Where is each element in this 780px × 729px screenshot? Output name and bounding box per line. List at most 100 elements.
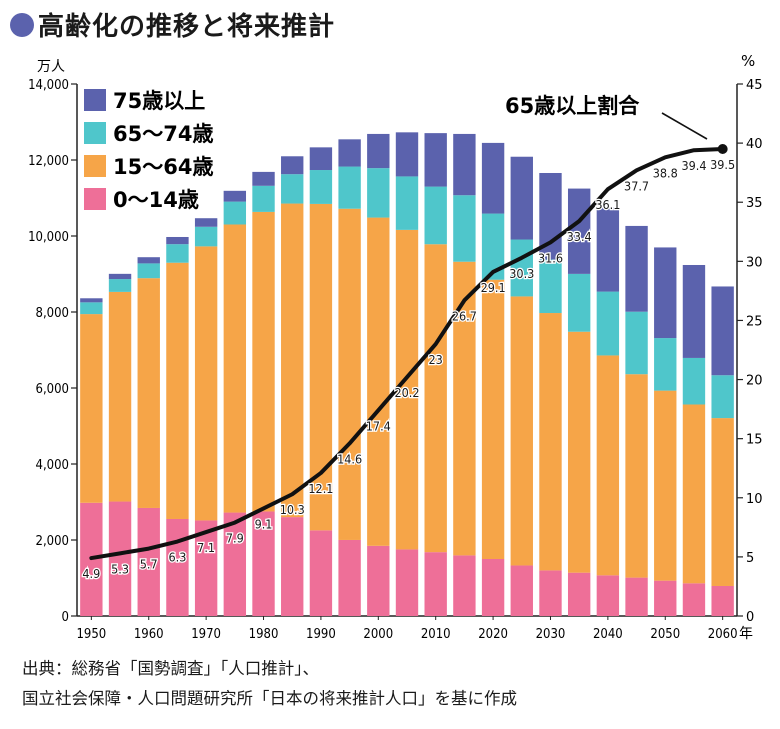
bar-segment: [481, 279, 505, 559]
population-chart: 0 2,000 4,000 6,000 8,000 10,000 12,000 14,000 万…: [28, 52, 763, 642]
bar-segment: [166, 236, 189, 245]
bar-segment: [510, 565, 533, 616]
bar-segment: [711, 375, 734, 419]
legend-label: 65～74歳: [113, 122, 213, 146]
line-data-label: 39.5: [710, 157, 735, 172]
source-line-2: 国立社会保障・人口問題研究所「日本の将来推計人口」を基に作成: [22, 689, 517, 708]
line-data-label: 31.6: [538, 250, 563, 265]
line-data-label: 30.3: [509, 266, 534, 281]
bar-segment: [367, 217, 390, 546]
y-right-tick-label: 40: [746, 137, 763, 152]
y-left-tick-label: 6,000: [36, 382, 69, 397]
bar-segment: [223, 190, 247, 202]
line-data-label: 4.9: [82, 566, 100, 581]
x-tick-label: 2050: [650, 627, 680, 642]
title-bullet-icon: [10, 12, 34, 37]
bar-segment: [625, 577, 648, 616]
line-data-label: 23: [429, 352, 443, 367]
bar-segment: [481, 213, 505, 280]
bar-segment: [108, 273, 132, 280]
bar-segment: [223, 201, 247, 225]
x-tick-label: 2020: [478, 627, 508, 642]
source-note: 出典：総務省「国勢調査」「人口推計」、 国立社会保障・人口問題研究所「日本の将来…: [22, 654, 517, 714]
bar-segment: [654, 247, 677, 339]
bar-segment: [682, 404, 706, 584]
bar-segment: [453, 133, 476, 196]
bar-segment: [80, 298, 103, 303]
bar-segment: [539, 259, 562, 314]
bar-segment: [424, 186, 447, 245]
x-tick-label: 1970: [191, 627, 221, 642]
legend-swatch: [84, 188, 106, 210]
bar-segment: [252, 511, 275, 616]
y-left-tick-label: 12,000: [28, 154, 69, 169]
bar-segment: [281, 174, 304, 204]
line-annotation-label: 65歳以上割合: [505, 94, 640, 118]
bar-segment: [395, 549, 419, 616]
bar-segment: [367, 545, 390, 616]
bar-segment: [108, 501, 132, 616]
bar-segment: [424, 244, 447, 553]
bar-segment: [338, 208, 361, 540]
x-tick-label: 2040: [593, 627, 623, 642]
line-data-label: 26.7: [452, 308, 477, 323]
y-right-tick-label: 5: [746, 551, 754, 566]
bar-segment: [481, 142, 505, 214]
bar-segment: [166, 518, 189, 616]
legend-label: 15～64歳: [113, 155, 213, 179]
bar-segment: [625, 225, 648, 312]
line-data-label: 7.9: [226, 531, 244, 546]
bar-segment: [281, 156, 304, 175]
x-tick-label: 2060: [708, 627, 738, 642]
line-data-label: 9.1: [255, 516, 273, 531]
chart-title: 高齢化の推移と将来推計: [10, 6, 335, 43]
bar-segment: [510, 156, 533, 240]
legend-swatch: [84, 122, 106, 144]
bar-segment: [80, 302, 103, 315]
bar-segment: [424, 552, 447, 616]
x-tick-label: 2030: [536, 627, 566, 642]
bar-segment: [194, 226, 218, 247]
line-65plus-share: [89, 147, 725, 561]
bar-segment: [137, 257, 160, 264]
bar-segment: [711, 585, 734, 616]
line-data-label: 39.4: [681, 158, 706, 173]
bar-segment: [481, 559, 505, 616]
bar-segment: [596, 207, 620, 292]
bar-segment: [596, 291, 620, 356]
legend-swatch: [84, 155, 106, 177]
bar-segment: [137, 507, 160, 616]
y-right-tick-label: 20: [746, 374, 763, 389]
line-data-label: 36.1: [595, 197, 620, 212]
bar-segment: [711, 418, 734, 586]
y-right-tick-label: 15: [746, 433, 763, 448]
bar-segment: [367, 133, 390, 169]
legend-swatch: [84, 89, 106, 111]
line-data-label: 12.1: [308, 481, 333, 496]
bar-segment: [338, 139, 361, 167]
y-left-unit: 万人: [37, 59, 65, 75]
bar-segment: [223, 224, 247, 513]
line-data-label: 38.8: [653, 165, 678, 180]
chart-title-text: 高齢化の推移と将来推計: [38, 12, 336, 42]
y-right-tick-label: 45: [746, 78, 763, 93]
y-left-tick-label: 10,000: [28, 230, 69, 245]
bar-segment: [395, 229, 419, 550]
bar-segment: [367, 168, 390, 218]
line-data-label: 6.3: [168, 550, 186, 565]
bar-segment: [281, 203, 304, 518]
bar-segment: [654, 338, 677, 391]
bar-segment: [424, 133, 447, 187]
bar-segment: [539, 313, 562, 571]
line-data-label: 14.6: [337, 451, 362, 466]
legend-label: 0～14歳: [113, 188, 199, 212]
bar-segment: [510, 296, 533, 566]
bar-segment: [252, 185, 275, 212]
bar-segment: [567, 188, 591, 274]
bar-segment: [682, 357, 706, 405]
line-data-label: 29.1: [481, 280, 506, 295]
bar-segment: [309, 530, 333, 616]
y-left-tick-label: 4,000: [36, 458, 69, 473]
bar-segment: [338, 539, 361, 616]
bar-segment: [625, 374, 648, 578]
